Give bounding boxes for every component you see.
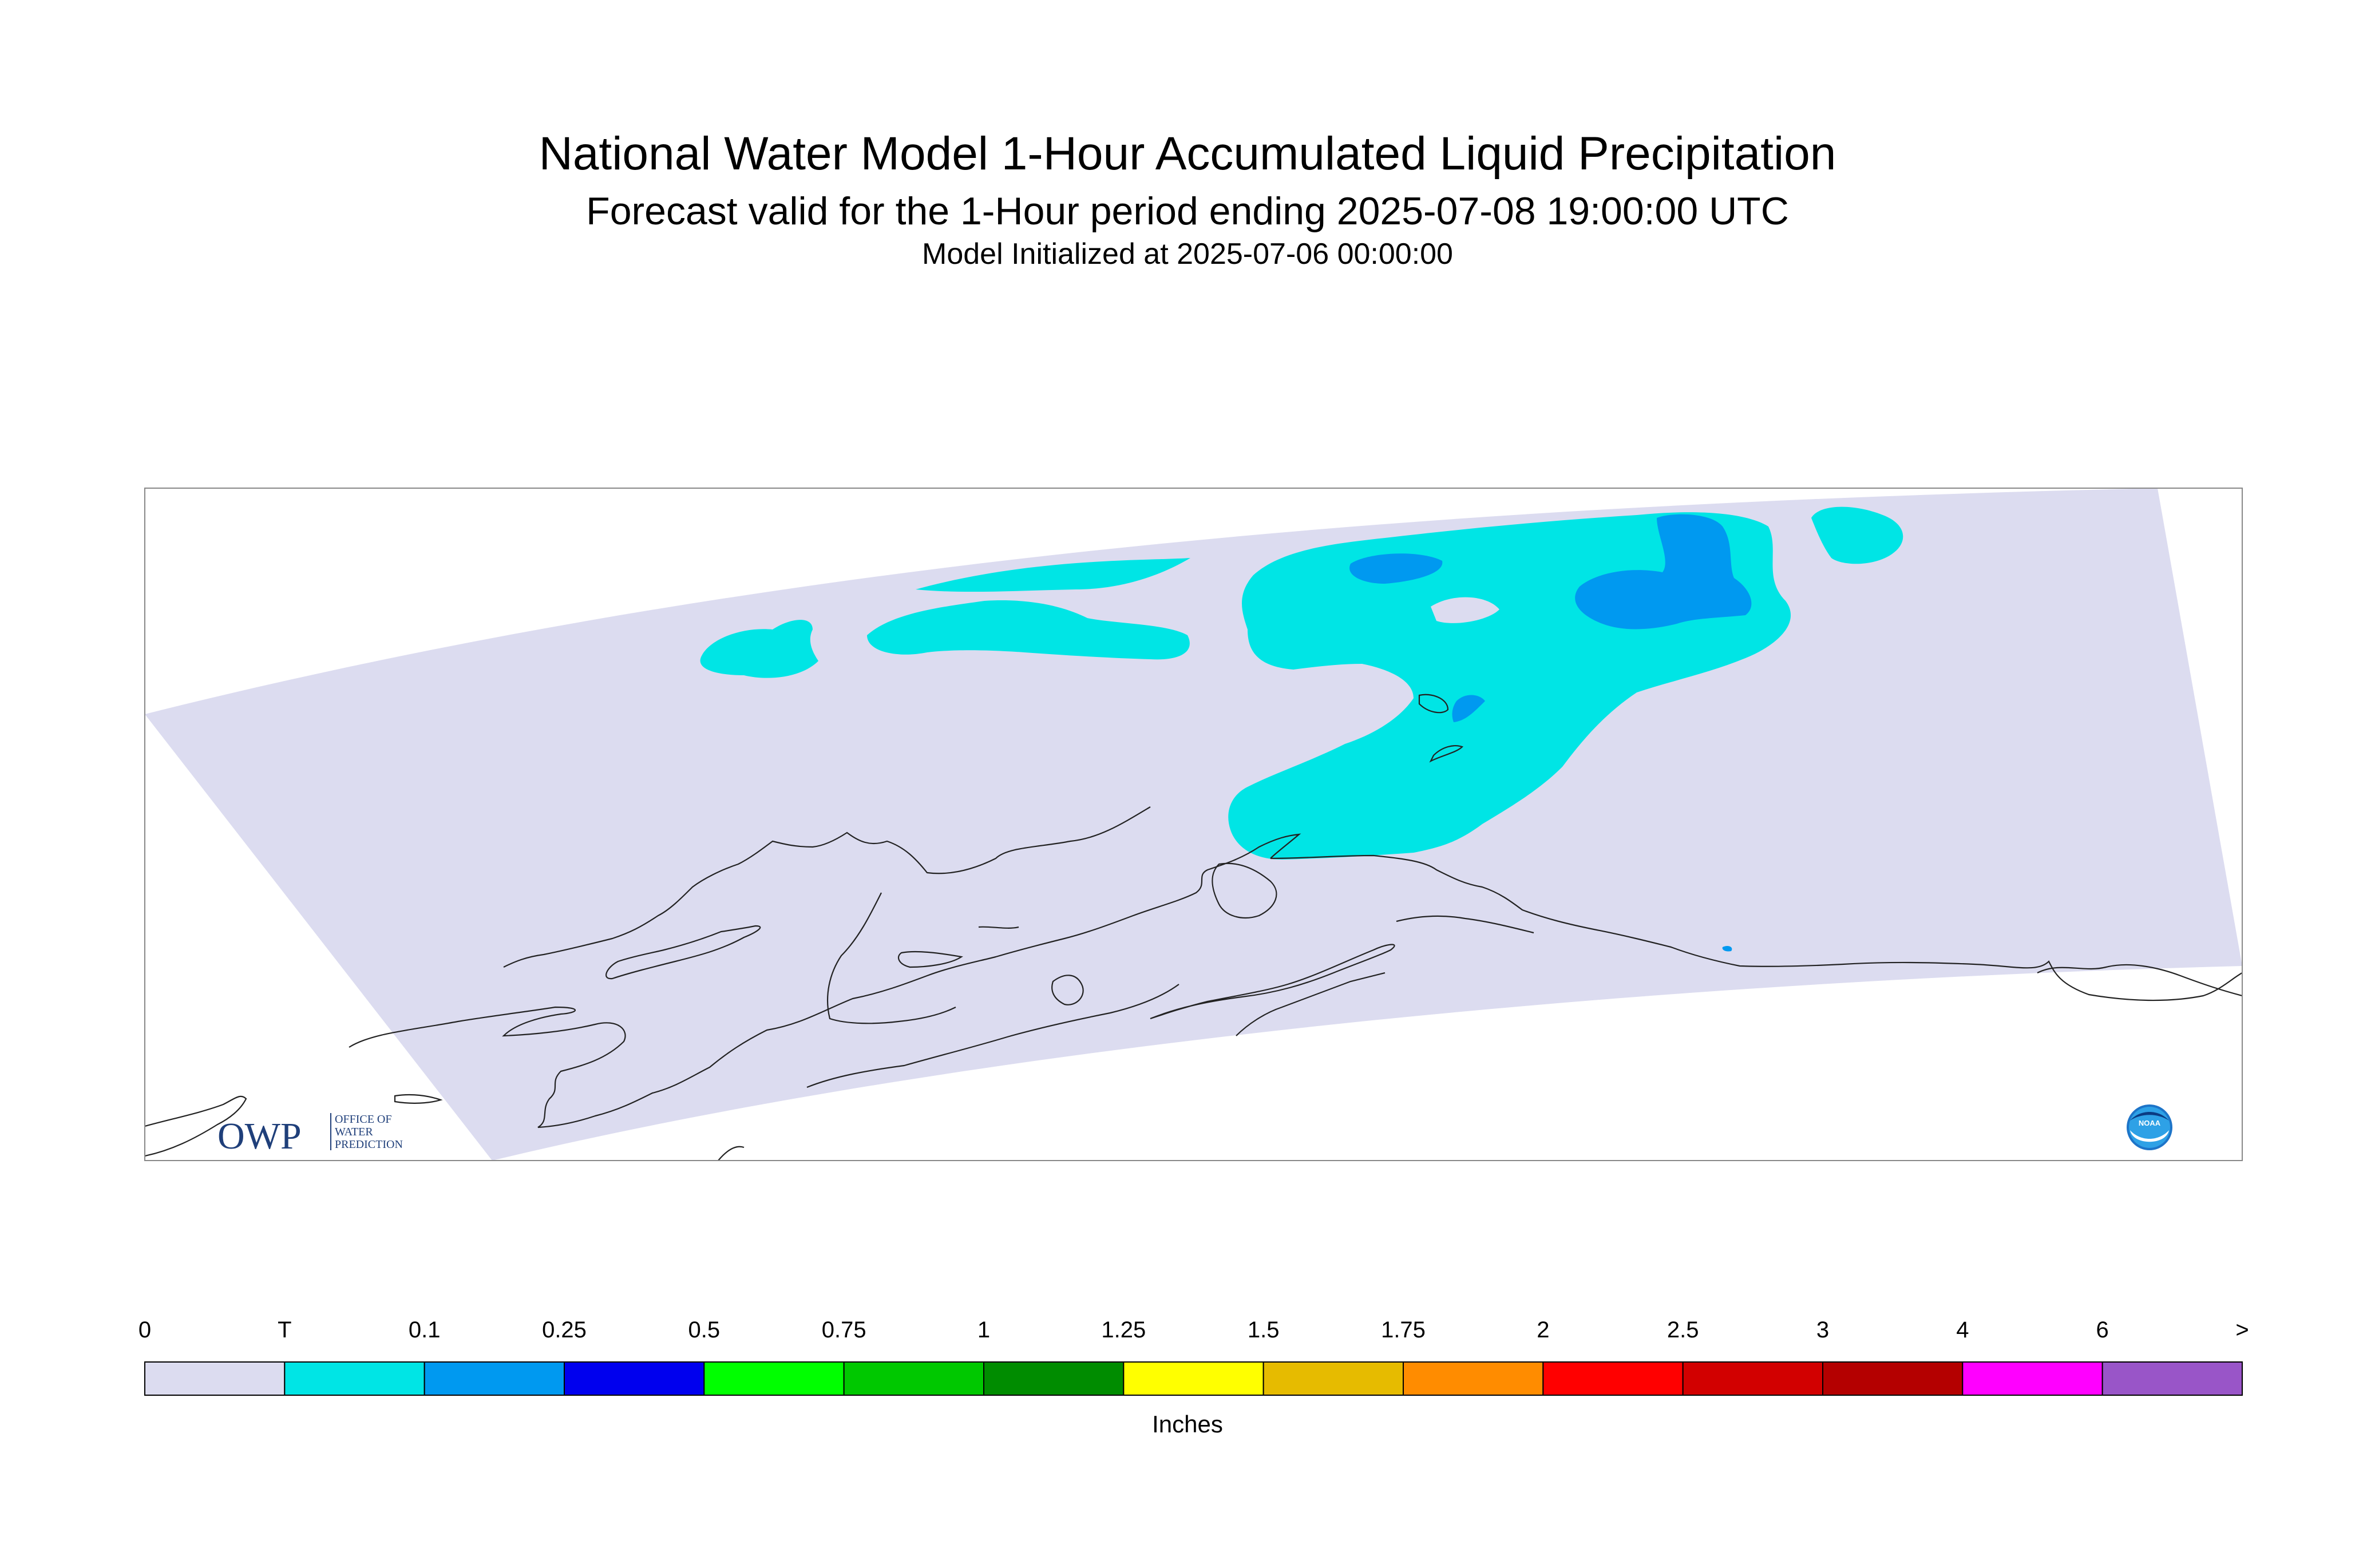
coastline-lines: [145, 694, 2242, 1161]
model-domain-area: [145, 488, 2242, 1161]
precip-area-trace: [916, 558, 1190, 592]
precip-area-trace: [700, 620, 818, 678]
colorbar-tick-label: 0.5: [688, 1317, 721, 1343]
forecast-valid-subtitle: Forecast valid for the 1-Hour period end…: [586, 189, 1789, 233]
colorbar-tick-label: 4: [1956, 1317, 1969, 1343]
colorbar-bin: [843, 1361, 984, 1396]
colorbar-tick-label: 0.1: [408, 1317, 441, 1343]
coastline: [806, 984, 1179, 1088]
colorbar-bin: [1682, 1361, 1824, 1396]
owp-logo-line3: PREDICTION: [335, 1138, 403, 1151]
owp-logo-letters: OWP: [217, 1115, 302, 1157]
colorbar-units-label: Inches: [1152, 1411, 1223, 1438]
map-frame: [144, 488, 2243, 1161]
coastline: [349, 833, 1301, 1129]
coastline: [1236, 972, 1386, 1036]
coastline: [2037, 964, 2242, 997]
coastline: [1212, 862, 1277, 918]
coastline: [145, 1095, 247, 1157]
colorbar-bin: [1822, 1361, 1964, 1396]
colorbar-tick-label: 1.25: [1101, 1317, 1146, 1343]
colorbar-bin: [1542, 1361, 1684, 1396]
colorbar-bin: [1123, 1361, 1264, 1396]
colorbar-tick-label: 2.5: [1667, 1317, 1699, 1343]
precip-area-light: [1722, 945, 1732, 952]
colorbar-bin: [1262, 1361, 1404, 1396]
colorbar-bin: [1962, 1361, 2103, 1396]
lake-outline: [1429, 745, 1464, 763]
lake-outline: [1418, 694, 1449, 714]
colorbar-bin: [703, 1361, 845, 1396]
colorbar-tick-label: >: [2235, 1317, 2249, 1343]
colorbar-tick-label: 2: [1537, 1317, 1550, 1343]
map-title: National Water Model 1-Hour Accumulated …: [539, 128, 1836, 180]
colorbar-bin: [564, 1361, 705, 1396]
colorbar-tick-label: 0.25: [542, 1317, 587, 1343]
colorbar-tick-label: 1.75: [1381, 1317, 1426, 1343]
owp-logo-line2: WATER: [335, 1126, 373, 1138]
colorbar-tick-label: 1: [977, 1317, 991, 1343]
coastline: [1150, 944, 1395, 1020]
coastline: [1270, 854, 2242, 1001]
noaa-logo-letters: NOAA: [2139, 1119, 2161, 1127]
owp-logo: OWP OFFICE OF WATER PREDICTION: [217, 1113, 403, 1157]
colorbar-bin: [2101, 1361, 2243, 1396]
coastline: [605, 925, 761, 980]
model-initialized-subtitle: Model Initialized at 2025-07-06 00:00:00: [922, 237, 1453, 271]
colorbar-tick-label: 6: [2096, 1317, 2109, 1343]
colorbar-tick-label: T: [278, 1317, 292, 1343]
dry-gap: [1431, 597, 1499, 623]
coastline: [826, 892, 956, 1024]
precip-area-trace: [1811, 506, 1903, 564]
coastline: [718, 1146, 745, 1161]
precip-area-light: [1349, 553, 1443, 584]
precip-area-light: [1575, 514, 1752, 629]
colorbar-tick-label: 3: [1816, 1317, 1830, 1343]
coastline: [1051, 975, 1084, 1005]
lake-outline: [897, 951, 963, 968]
colorbar-bin: [1403, 1361, 1544, 1396]
coastline: [394, 1094, 443, 1104]
colorbar: [144, 1361, 2243, 1396]
coastline: [1396, 915, 1534, 934]
colorbar-bin: [423, 1361, 565, 1396]
colorbar-bin: [284, 1361, 425, 1396]
colorbar-bin: [983, 1361, 1125, 1396]
colorbar-tick-label: 1.5: [1247, 1317, 1280, 1343]
colorbar-bin: [144, 1361, 286, 1396]
lake-outline: [978, 926, 1019, 929]
colorbar-tick-label: 0.75: [821, 1317, 866, 1343]
colorbar-tick-label: 0: [138, 1317, 152, 1343]
owp-logo-line1: OFFICE OF: [335, 1113, 391, 1126]
noaa-logo: NOAA: [2127, 1104, 2172, 1150]
precip-area-trace: [867, 600, 1190, 660]
coastline: [503, 806, 1151, 968]
precip-area-light: [1452, 695, 1485, 722]
